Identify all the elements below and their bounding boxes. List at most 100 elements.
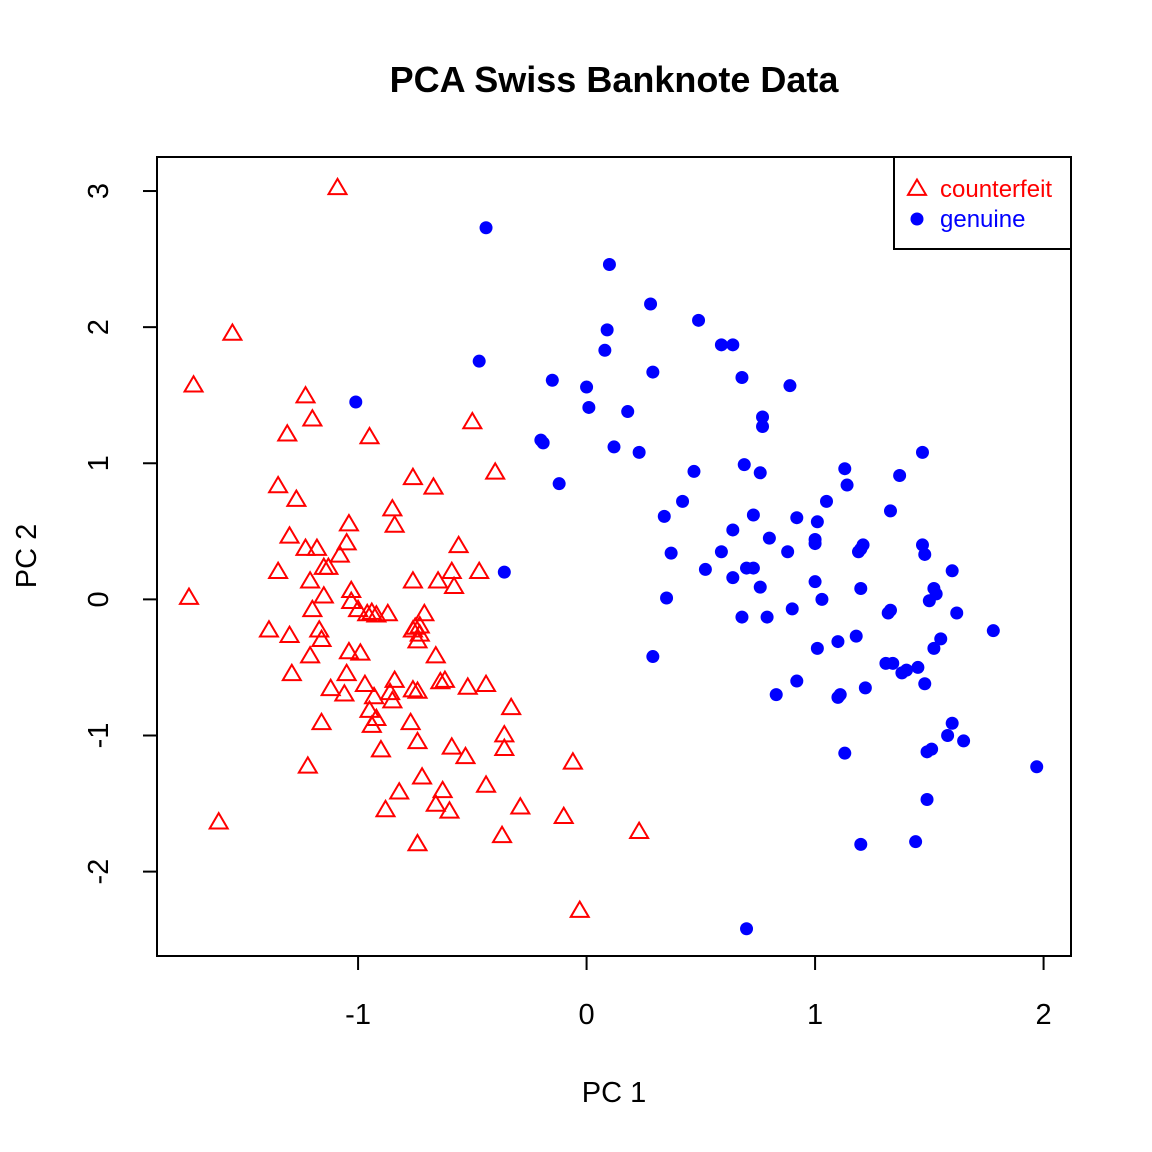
- counterfeit-point: [500, 696, 522, 716]
- counterfeit-point: [438, 800, 461, 819]
- genuine-point: [349, 395, 363, 409]
- counterfeit-point: [347, 598, 369, 618]
- counterfeit-point: [294, 385, 317, 404]
- y-tick-label: -2: [83, 859, 115, 885]
- genuine-point: [849, 629, 863, 643]
- counterfeit-point: [383, 669, 406, 688]
- genuine-point: [746, 508, 760, 522]
- counterfeit-point: [361, 601, 383, 620]
- genuine-point: [602, 258, 616, 272]
- genuine-point: [851, 545, 865, 559]
- counterfeit-point: [182, 374, 205, 393]
- genuine-point: [918, 677, 932, 691]
- x-tick-label: -1: [345, 999, 371, 1031]
- counterfeit-point: [313, 585, 335, 604]
- genuine-point: [657, 509, 671, 523]
- x-tick-label: 1: [807, 999, 823, 1031]
- counterfeit-point: [422, 476, 445, 495]
- legend-box: [893, 156, 1072, 250]
- y-tick-label: 2: [83, 319, 115, 335]
- counterfeit-point: [388, 781, 410, 800]
- counterfeit-point: [413, 602, 436, 622]
- genuine-point: [769, 688, 783, 702]
- counterfeit-point: [317, 556, 340, 575]
- counterfeit-point: [383, 514, 406, 533]
- genuine-point: [810, 515, 824, 529]
- counterfeit-point: [402, 679, 424, 698]
- genuine-point: [881, 606, 895, 620]
- genuine-point: [664, 546, 678, 560]
- counterfeit-point: [349, 642, 372, 661]
- counterfeit-point: [363, 685, 385, 705]
- genuine-point: [692, 313, 706, 327]
- counterfeit-point: [365, 604, 388, 623]
- genuine-point: [854, 837, 868, 851]
- genuine-point: [582, 400, 596, 414]
- genuine-point: [580, 380, 594, 394]
- counterfeit-point: [443, 575, 465, 594]
- counterfeit-point: [475, 774, 497, 793]
- genuine-point: [986, 624, 1000, 638]
- counterfeit-point: [406, 630, 429, 649]
- counterfeit-point: [447, 534, 470, 554]
- counterfeit-point: [484, 461, 506, 480]
- counterfeit-point: [338, 641, 360, 660]
- counterfeit-point: [310, 711, 333, 731]
- counterfeit-point: [568, 899, 591, 918]
- counterfeit-point: [491, 824, 513, 844]
- counterfeit-point: [358, 699, 381, 718]
- legend-label-genuine: genuine: [940, 206, 1025, 233]
- counterfeit-point: [425, 793, 447, 812]
- genuine-point: [726, 523, 740, 537]
- x-tick-label: 0: [579, 999, 595, 1031]
- genuine-point: [676, 494, 690, 508]
- counterfeit-point: [329, 544, 351, 563]
- counterfeit-point: [409, 623, 431, 642]
- counterfeit-point: [562, 751, 584, 770]
- genuine-point: [785, 602, 799, 616]
- y-tick-label: -1: [83, 723, 115, 749]
- genuine-point: [756, 410, 770, 424]
- genuine-point: [735, 610, 749, 624]
- genuine-point: [783, 379, 797, 393]
- counterfeit-point: [340, 590, 362, 609]
- genuine-point: [934, 632, 948, 646]
- counterfeit-point: [457, 676, 479, 695]
- counterfeit-point: [402, 570, 424, 589]
- genuine-point: [950, 606, 964, 620]
- genuine-point: [740, 922, 754, 936]
- counterfeit-point: [406, 730, 429, 750]
- genuine-point: [632, 445, 646, 459]
- counterfeit-point: [441, 736, 463, 755]
- y-tick-label: 3: [83, 183, 115, 199]
- genuine-point: [735, 371, 749, 385]
- genuine-point: [790, 511, 804, 525]
- genuine-point: [737, 458, 751, 472]
- counterfeit-point: [326, 176, 349, 196]
- counterfeit-point: [354, 673, 376, 692]
- genuine-point: [915, 445, 929, 459]
- genuine-point: [810, 641, 824, 655]
- genuine-point: [895, 666, 909, 680]
- genuine-point: [831, 635, 845, 649]
- genuine-point: [945, 716, 959, 730]
- counterfeit-point: [370, 739, 392, 758]
- genuine-point: [883, 504, 897, 518]
- counterfeit-point: [441, 560, 463, 580]
- genuine-point: [808, 575, 822, 589]
- counterfeit-point: [454, 745, 477, 765]
- counterfeit-point: [207, 811, 230, 830]
- genuine-point: [687, 464, 701, 478]
- genuine-point: [644, 297, 658, 311]
- genuine-point: [893, 469, 907, 483]
- x-tick-label: 2: [1036, 999, 1052, 1031]
- genuine-point: [545, 373, 559, 387]
- genuine-point: [621, 405, 635, 419]
- counterfeit-point: [267, 474, 289, 494]
- y-axis-title: PC 2: [11, 524, 43, 588]
- counterfeit-point: [429, 670, 452, 690]
- counterfeit-point: [377, 602, 399, 622]
- counterfeit-point: [406, 680, 429, 699]
- genuine-point: [781, 545, 795, 559]
